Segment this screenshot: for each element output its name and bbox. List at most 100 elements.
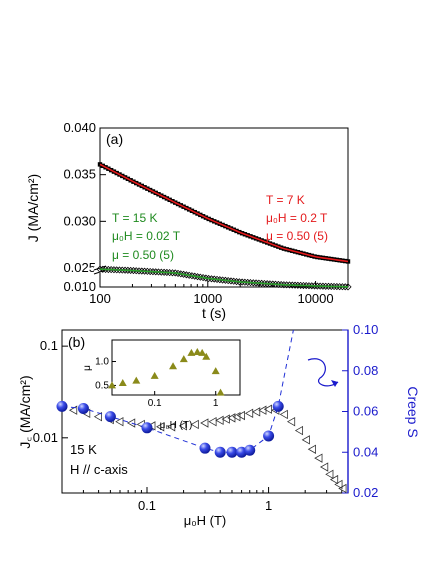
- fit-line-15k: [99, 268, 349, 288]
- panel-a-frame: [99, 127, 349, 288]
- inset-y-tick-label: 1.0: [95, 357, 109, 368]
- data-point-15k: [104, 265, 112, 274]
- annotation-15k-temperature: T = 15 K: [112, 211, 157, 225]
- data-point-15k: [118, 266, 126, 274]
- panel-b-right-y-ticks: 0.02 0.04 0.06 0.08 0.10: [342, 322, 378, 500]
- inset-data-point: [132, 376, 141, 384]
- inset-data-point: [150, 371, 159, 379]
- inset-x-tick-label: 0.1: [148, 398, 162, 409]
- panel-b-left-y-ticks: 0.01 0.1: [33, 338, 68, 445]
- data-point-15k: [102, 265, 110, 273]
- panel-a-label: (a): [106, 131, 123, 147]
- data-point-15k: [327, 282, 335, 290]
- data-point-15k: [255, 279, 263, 287]
- data-point-15k: [310, 282, 319, 290]
- data-point-15k: [305, 282, 313, 290]
- data-point-15k: [132, 267, 140, 275]
- jc-data-point: [215, 415, 224, 426]
- annotation-7k-field: μ₀H = 0.2 T: [266, 211, 328, 225]
- creep-data-point: [56, 400, 68, 412]
- y-tick-label: 0.040: [63, 120, 96, 135]
- data-point-15k: [171, 269, 179, 277]
- data-point-15k: [319, 282, 327, 290]
- inset-data-point: [179, 355, 188, 363]
- jc-data-point: [208, 416, 217, 427]
- right-y-tick-label: 0.02: [353, 485, 378, 500]
- panel-b: (b) 0.1 1 0.010.1 0.020.040.060.080.10 μ₀…: [17, 322, 421, 528]
- jc-data-point: [334, 479, 343, 490]
- data-point-15k: [333, 283, 341, 291]
- jc-data-point: [190, 419, 199, 430]
- jc-data-point: [329, 474, 339, 485]
- data-point-15k: [96, 265, 104, 273]
- data-point-15k: [291, 281, 299, 289]
- jc-data-point: [156, 422, 165, 432]
- inset-x-tick-label: 1: [213, 398, 219, 409]
- jc-data-point: [236, 410, 246, 421]
- y-tick-label: 0.035: [63, 167, 96, 182]
- annotation-15k-field: μ₀H = 0.02 T: [112, 229, 181, 243]
- data-point-15k: [274, 280, 282, 288]
- creep-data-point: [199, 442, 211, 454]
- data-point-15k: [244, 278, 252, 286]
- data-point-15k: [324, 282, 333, 290]
- data-point-15k: [260, 279, 268, 288]
- left-y-tick-label: 0.1: [40, 338, 58, 353]
- data-point-15k: [252, 279, 260, 287]
- creep-data-point: [263, 430, 275, 442]
- data-point-15k: [297, 281, 305, 289]
- inset-x-axis-label: μ₀H (T): [160, 420, 193, 431]
- data-point-15k: [152, 268, 160, 276]
- data-point-15k: [269, 280, 277, 288]
- jc-data-point: [115, 416, 124, 427]
- creep-data-point: [226, 446, 238, 458]
- data-point-15k: [124, 266, 132, 274]
- data-point-15k: [107, 266, 115, 274]
- data-point-15k: [135, 267, 143, 275]
- inset-x-ticks: 0.1 1: [148, 391, 219, 409]
- panel-a-y-ticks: 0.010 0.025 0.030 0.035 0.040: [63, 120, 106, 294]
- data-point-15k: [143, 267, 151, 275]
- data-point-15k: [127, 266, 135, 275]
- right-y-tick-label: 0.08: [353, 363, 378, 378]
- data-point-15k: [263, 280, 271, 288]
- data-point-15k: [302, 282, 310, 290]
- jc-data-point: [338, 483, 347, 494]
- jc-data-point: [263, 404, 272, 414]
- creep-data-point: [104, 411, 116, 423]
- inset-data-point: [216, 388, 225, 396]
- x-tick-label: 10000: [297, 291, 333, 306]
- jc-data-point: [200, 418, 209, 428]
- data-point-15k: [110, 266, 118, 274]
- panel-a-x-axis-label: t (s): [202, 305, 226, 321]
- data-point-15k: [285, 281, 294, 289]
- data-point-15k: [241, 278, 249, 286]
- data-point-15k: [249, 279, 257, 287]
- inset-y-tick-label: 0.5: [95, 380, 109, 391]
- jc-data-point: [307, 444, 316, 454]
- panel-a: (a) 100 1000 10000 0.0100.0250.0300.0350.0…: [25, 120, 352, 321]
- inset-data-point: [193, 347, 202, 355]
- jc-data-point: [166, 422, 176, 432]
- data-point-15k: [168, 269, 177, 277]
- jc-data-point: [68, 405, 78, 415]
- inset-data-point: [211, 367, 220, 375]
- x-tick-label: 1: [265, 498, 272, 513]
- right-axis-arrow: [307, 358, 339, 387]
- annotation-temperature-15k: 15 K: [70, 442, 97, 457]
- data-point-15k: [246, 279, 255, 287]
- data-point-15k: [283, 281, 291, 289]
- jc-data-point: [244, 408, 254, 419]
- left-y-tick-label: 0.01: [33, 430, 58, 445]
- data-point-15k: [316, 282, 324, 290]
- inset-chart: 0.1 1 0.51.0 μ₀H (T) μ: [82, 339, 241, 431]
- inset-y-axis-label: μ: [82, 365, 93, 371]
- data-point-15k: [238, 278, 246, 286]
- data-point-15k: [138, 267, 146, 275]
- data-point-15k: [313, 282, 321, 290]
- creep-data-point: [214, 446, 226, 458]
- inset-series: [108, 347, 225, 396]
- creep-data-point: [141, 422, 153, 434]
- jc-data-point: [178, 421, 187, 431]
